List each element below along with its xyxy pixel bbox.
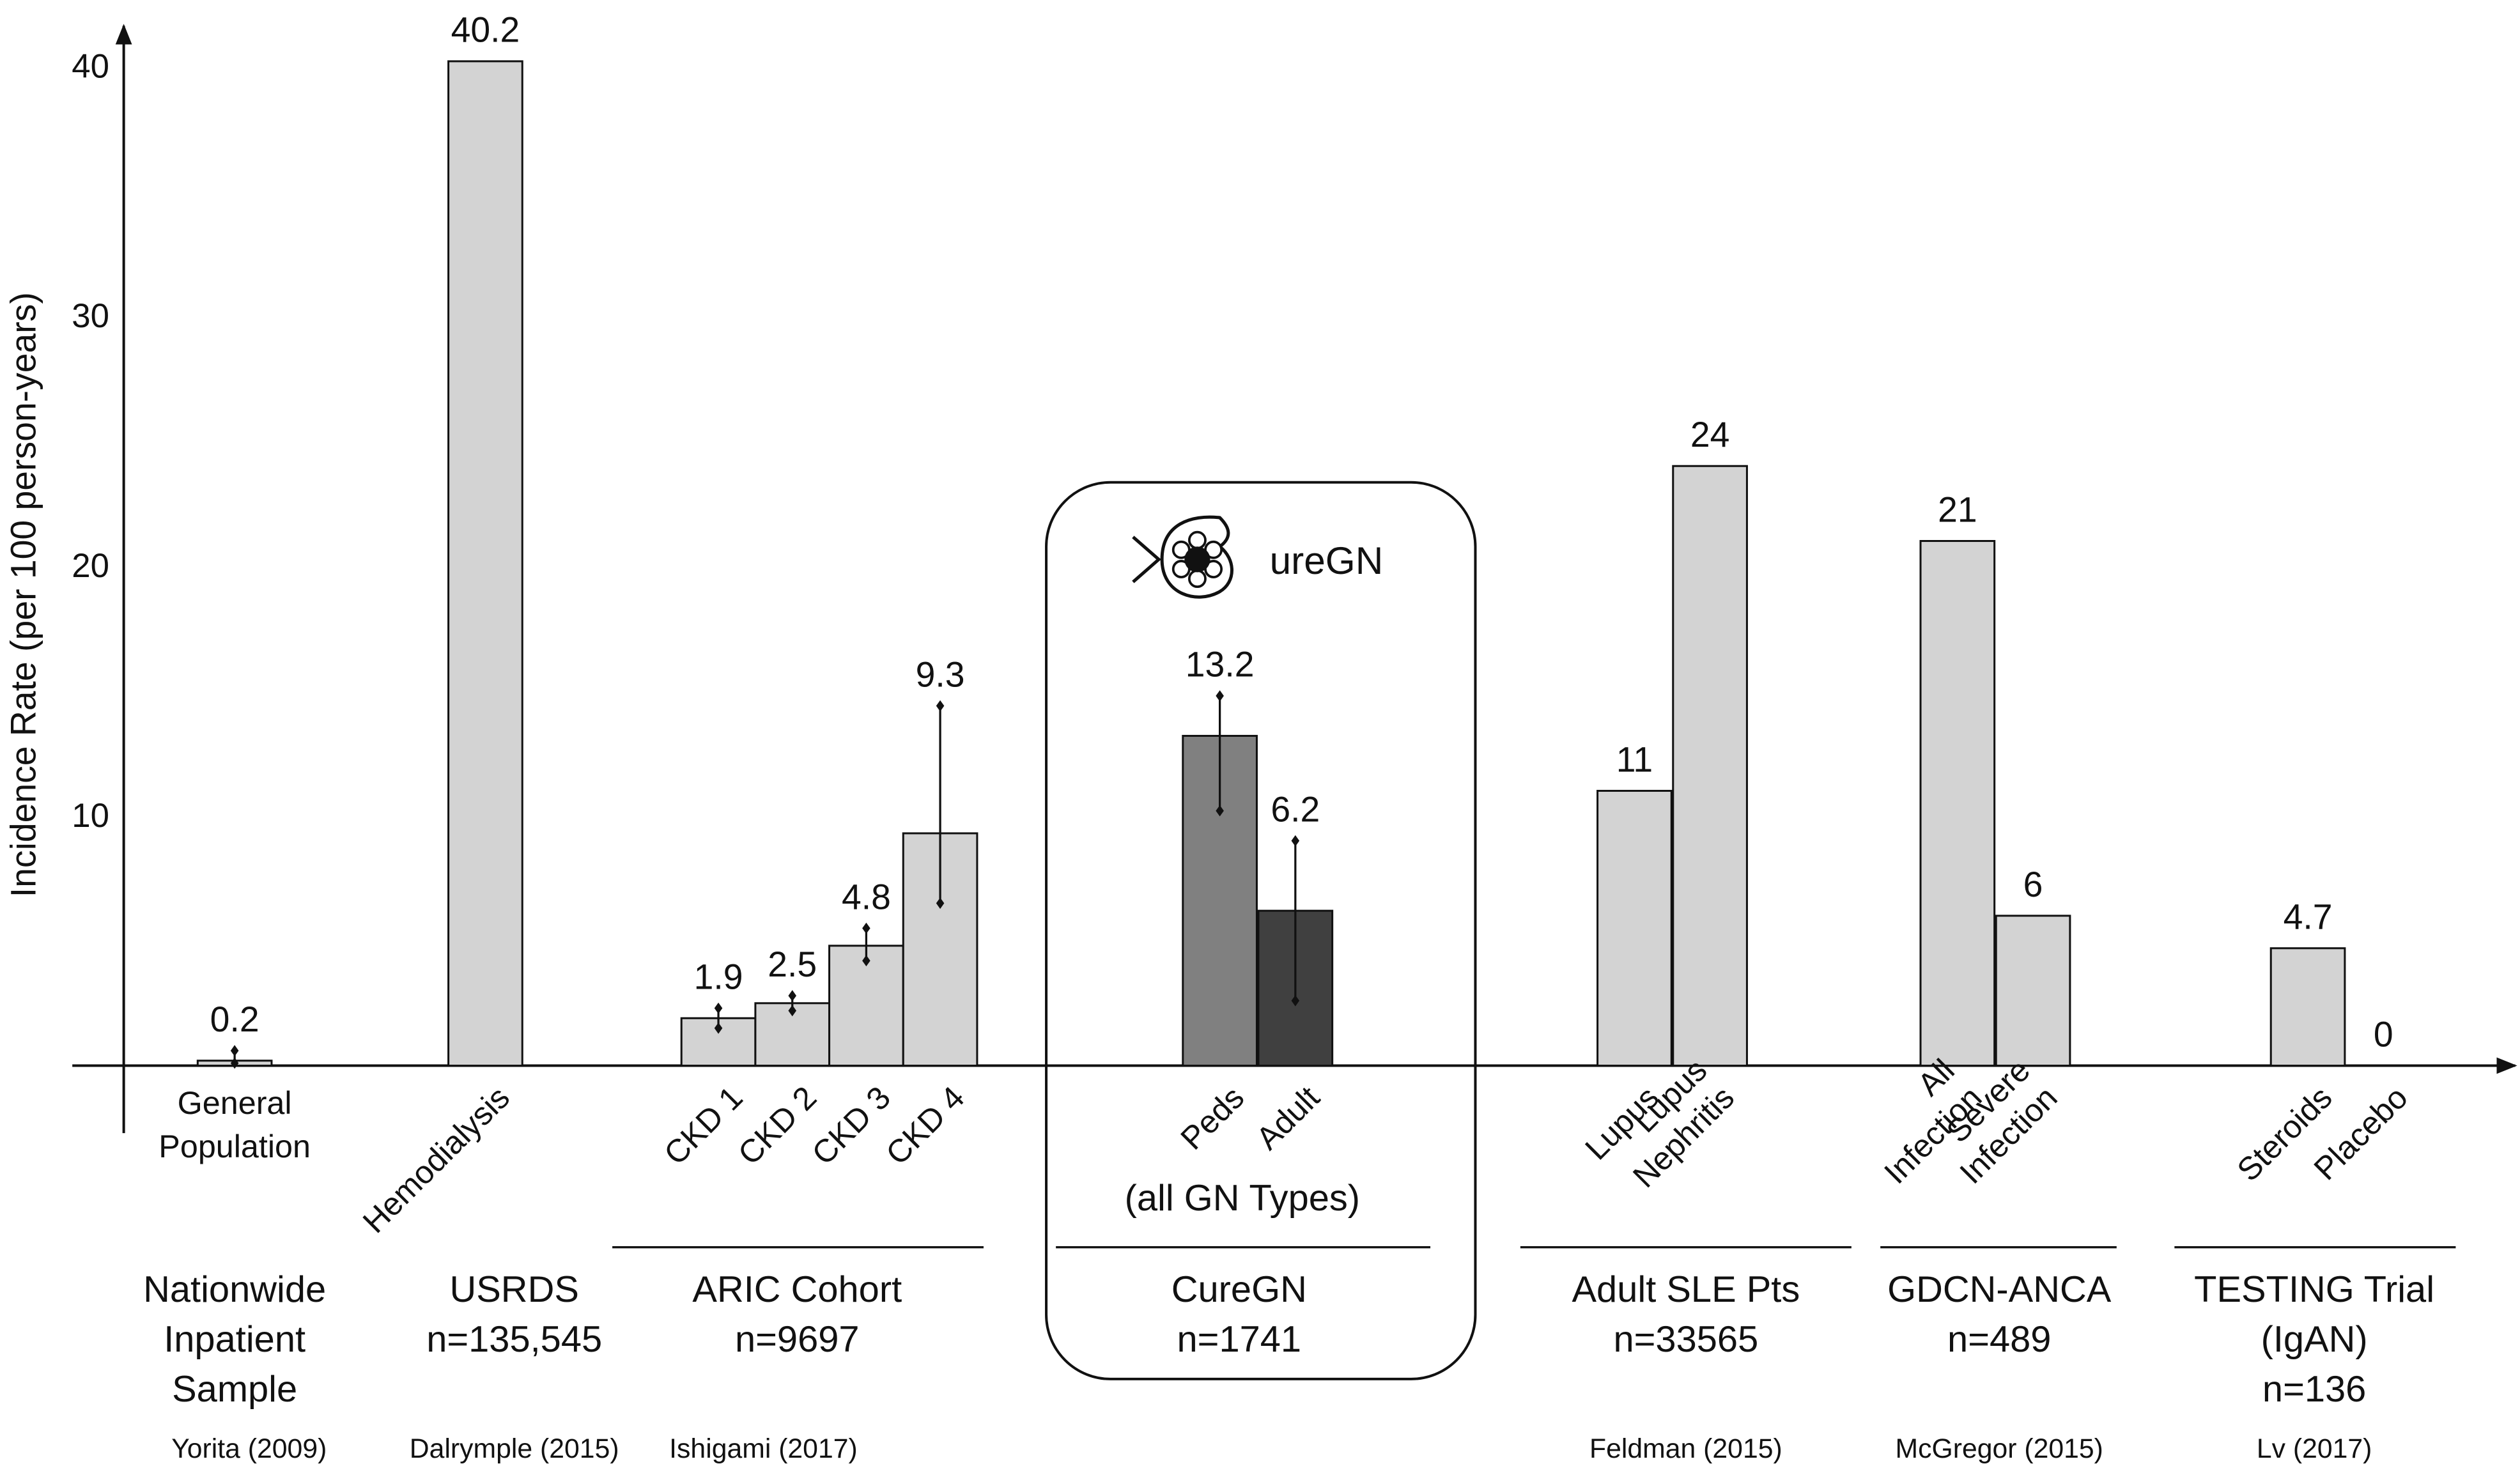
logo-circle: [1187, 569, 1207, 589]
error-cap: [936, 700, 945, 712]
study-name: ARIC Cohort: [692, 1269, 902, 1310]
citation: Dalrymple (2015): [410, 1433, 619, 1464]
study-name: Nationwide: [143, 1269, 326, 1310]
study-name: TESTING Trial: [2194, 1269, 2434, 1310]
x-tick-label: CKD 1: [657, 1079, 750, 1171]
value-label: 0.2: [210, 999, 259, 1039]
value-label: 21: [1938, 490, 1977, 529]
logo: [1132, 515, 1233, 599]
error-cap: [862, 955, 870, 967]
x-tick-label-group: CKD 4: [879, 1079, 971, 1171]
bar: [1672, 465, 1748, 1067]
logo-circle: [1187, 530, 1207, 550]
error-cap: [1216, 690, 1224, 702]
value-label: 13.2: [1186, 645, 1255, 684]
citation: Lv (2017): [2257, 1433, 2372, 1464]
value-label: 0: [2374, 1014, 2393, 1054]
y-tick-label: 30: [72, 297, 109, 335]
study-name: Sample: [172, 1369, 297, 1410]
study-name: CureGN: [1171, 1269, 1307, 1310]
bar: [2269, 947, 2346, 1067]
error-cap: [230, 1057, 239, 1069]
bar: [447, 60, 523, 1067]
x-tick-label: CKD 2: [730, 1079, 823, 1171]
value-label: 4.8: [842, 877, 891, 916]
error-cap: [788, 990, 797, 1001]
value-label: 9.3: [916, 654, 965, 694]
study-name: (IgAN): [2261, 1319, 2368, 1360]
value-label: 4.7: [2284, 897, 2333, 937]
study-n: n=136: [2262, 1369, 2366, 1410]
study-name: Inpatient: [164, 1319, 305, 1360]
error-cap: [788, 1005, 797, 1017]
study-name: GDCN-ANCA: [1887, 1269, 2112, 1310]
x-tick-label-group: CKD 2: [730, 1079, 823, 1171]
value-label: 40.2: [451, 10, 520, 50]
study-n: n=33565: [1614, 1319, 1759, 1360]
error-cap: [936, 897, 945, 909]
error-cap: [230, 1045, 239, 1056]
logo-text: ureGN: [1270, 539, 1384, 582]
value-label: 6: [2023, 865, 2043, 904]
y-tick-label: 20: [72, 547, 109, 585]
study-n: n=135,545: [426, 1319, 602, 1360]
study-n: n=489: [1947, 1319, 2051, 1360]
error-cap: [714, 1002, 723, 1014]
y-tick-label: 40: [72, 47, 109, 85]
value-label: 2.5: [768, 945, 817, 984]
x-tick-label-group: Hemodialysis: [355, 1079, 516, 1240]
study-n: n=9697: [735, 1319, 860, 1360]
x-tick-label-group: CKD 1: [657, 1079, 750, 1171]
group-subtitle: (all GN Types): [1125, 1178, 1360, 1219]
x-tick-label: Hemodialysis: [355, 1079, 516, 1240]
x-tick-label: CKD 3: [805, 1079, 897, 1171]
study-name: USRDS: [449, 1269, 578, 1310]
bar: [828, 945, 904, 1067]
x-tick-label-group: Adult: [1249, 1079, 1326, 1156]
value-label: 1.9: [694, 957, 743, 996]
group-box: [1045, 481, 1477, 1380]
y-axis-title: Incidence Rate (per 100 person-years): [3, 292, 43, 897]
logo-core: [1184, 546, 1210, 573]
y-tick-label: 10: [72, 797, 109, 835]
x-tick-label: Peds: [1173, 1079, 1251, 1156]
error-cap: [1291, 835, 1300, 847]
x-tick-label: General: [178, 1084, 292, 1121]
error-cap: [862, 922, 870, 934]
x-tick-label-group: CKD 3: [805, 1079, 897, 1171]
value-label: 24: [1690, 415, 1730, 454]
citation: Ishigami (2017): [669, 1433, 858, 1464]
x-tick-label: CKD 4: [879, 1079, 971, 1171]
citation: Feldman (2015): [1589, 1433, 1782, 1464]
value-label: 6.2: [1271, 789, 1320, 829]
x-tick-label-group: Peds: [1173, 1079, 1251, 1156]
bar: [1596, 789, 1673, 1067]
citation: Yorita (2009): [171, 1433, 327, 1464]
bar: [1919, 540, 1996, 1067]
x-tick-label: Adult: [1249, 1079, 1326, 1156]
citation: McGregor (2015): [1896, 1433, 2103, 1464]
study-name: Adult SLE Pts: [1572, 1269, 1800, 1310]
value-label: 11: [1616, 739, 1653, 779]
error-cap: [1291, 995, 1300, 1007]
bar: [1995, 914, 2071, 1067]
x-tick-label: Population: [158, 1128, 311, 1164]
study-n: n=1741: [1177, 1319, 1302, 1360]
